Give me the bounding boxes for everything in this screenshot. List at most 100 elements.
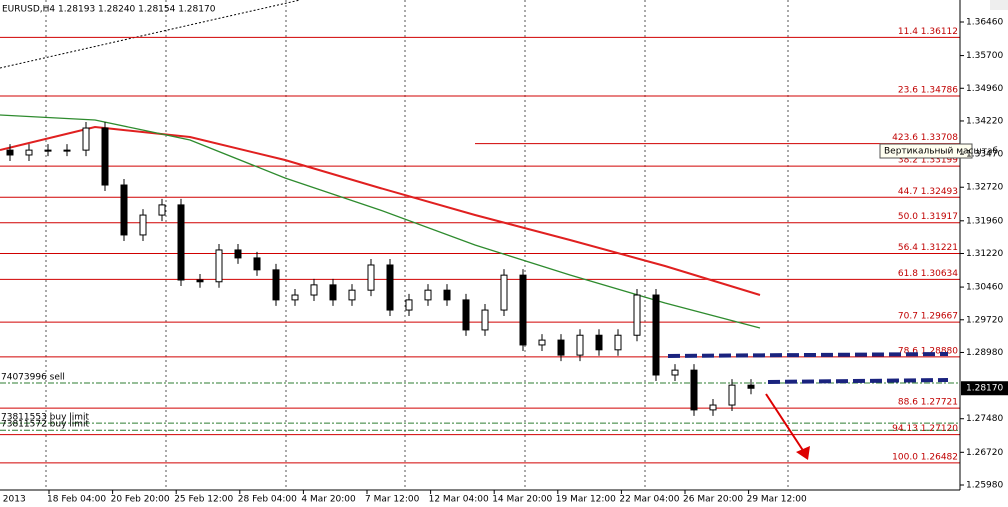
y-tick-label: 1.29720: [966, 315, 1003, 325]
candle: [633, 294, 641, 336]
candle: [747, 384, 755, 389]
channel-line: [767, 378, 949, 384]
candle: [25, 149, 33, 156]
fib-label: 23.6 1.34786: [898, 85, 958, 95]
candle: [576, 334, 584, 356]
x-tick-label: 22 Mar 04:00: [619, 495, 679, 505]
x-tick-label: 19 Mar 12:00: [556, 495, 616, 505]
symbol-header: EURUSD,H4 1.28193 1.28240 1.28154 1.2817…: [2, 5, 216, 15]
fib-label: 100.0 1.26482: [892, 452, 958, 462]
candle: [215, 249, 223, 283]
y-tick-label: 1.28980: [966, 348, 1003, 358]
y-tick-label: 1.33470: [966, 150, 1003, 160]
candle: [519, 274, 527, 346]
fib-label: 94.13 1.27120: [892, 424, 958, 434]
order-label: 74073996 sell: [1, 372, 65, 382]
candle: [443, 289, 451, 301]
candle: [348, 289, 356, 301]
y-tick-label: 1.36460: [966, 18, 1003, 28]
y-tick-label: 1.30460: [966, 283, 1003, 293]
fib-label: 423.6 1.33708: [892, 133, 958, 143]
candle: [329, 284, 337, 301]
fib-label: 61.8 1.30634: [898, 269, 958, 279]
tooltip-box: [879, 143, 973, 159]
candle: [386, 264, 394, 311]
x-tick-label: 4 Mar 20:00: [301, 495, 356, 505]
x-tick-label: 12 Mar 04:00: [429, 495, 489, 505]
candle: [557, 339, 565, 356]
y-tick-label: 1.26720: [966, 448, 1003, 458]
y-tick-label: 1.35700: [966, 51, 1003, 61]
y-tick-label: 1.27480: [966, 414, 1003, 424]
candle: [652, 294, 660, 376]
x-tick-label: 28 Feb 04:00: [238, 495, 297, 505]
fib-label: 70.7 1.29667: [898, 312, 958, 322]
trend-line: [0, 0, 301, 69]
x-tick-label: Feb 2013: [0, 495, 26, 505]
order-label: 73811553 buy limit: [1, 413, 90, 423]
fib-label: 88.6 1.27721: [898, 398, 958, 408]
order-label: 73811572 buy limit: [1, 420, 90, 430]
forecast-arrow: [765, 393, 805, 453]
candle: [614, 334, 622, 351]
price-axis-bg: [960, 0, 1008, 507]
fib-label: 11.4 1.36112: [898, 27, 958, 37]
candle: [424, 289, 432, 301]
candle: [690, 369, 698, 411]
candle: [63, 149, 71, 152]
candle: [177, 204, 185, 281]
candle: [101, 127, 109, 186]
fib-label: 78.6 1.28880: [898, 346, 958, 356]
moving-average: [0, 114, 761, 329]
candle: [82, 127, 90, 151]
candle: [139, 214, 147, 236]
candle: [234, 249, 242, 259]
candle: [500, 274, 508, 311]
candle: [728, 384, 736, 406]
series: [0, 114, 761, 416]
x-tick-label: 14 Mar 20:00: [492, 495, 552, 505]
fib-label: 50.0 1.31917: [898, 212, 958, 222]
arrow-head: [796, 446, 810, 460]
y-tick-label: 1.31960: [966, 216, 1003, 226]
candle: [462, 299, 470, 331]
candle: [671, 369, 679, 376]
y-tick-label: 1.32720: [966, 183, 1003, 193]
candle: [253, 257, 261, 271]
candle: [310, 284, 318, 296]
candle: [709, 404, 717, 411]
x-tick-label: 29 Mar 12:00: [747, 495, 807, 505]
candle: [44, 149, 52, 152]
candle: [120, 184, 128, 236]
candle: [6, 149, 14, 156]
fib-label: 44.7 1.32493: [898, 187, 958, 197]
candle: [158, 204, 166, 216]
x-tick-label: 18 Feb 04:00: [47, 495, 106, 505]
current-price-label: 1.28170: [966, 384, 1003, 394]
candle: [367, 264, 375, 291]
y-tick-label: 1.34220: [966, 116, 1003, 126]
levels: 11.4 1.36112 23.6 1.34786 423.6 1.33708 38.…: [0, 27, 960, 464]
candle: [291, 294, 299, 301]
x-tick-label: 25 Feb 12:00: [174, 495, 233, 505]
y-tick-label: 1.31220: [966, 249, 1003, 259]
x-tick-label: 20 Feb 20:00: [111, 495, 170, 505]
candle: [272, 269, 280, 301]
moving-average: [0, 125, 761, 296]
fib-label: 56.4 1.31221: [898, 243, 958, 253]
time-grid: [45, 0, 789, 490]
x-tick-label: 26 Mar 20:00: [683, 495, 743, 505]
tooltip: Вертикальный масштаб: [884, 147, 998, 157]
candle: [405, 299, 413, 311]
candle: [196, 279, 204, 283]
x-tick-label: 7 Mar 12:00: [365, 495, 420, 505]
y-tick-label: 1.34960: [966, 84, 1003, 94]
scroll-button[interactable]: [990, 0, 1008, 10]
candle: [481, 309, 489, 331]
channel-line: [667, 352, 949, 358]
fib-label: 38.2 1.33199: [898, 156, 958, 166]
current-price-box: [961, 381, 1008, 396]
candle: [538, 339, 546, 346]
y-tick-label: 1.25980: [966, 481, 1003, 491]
